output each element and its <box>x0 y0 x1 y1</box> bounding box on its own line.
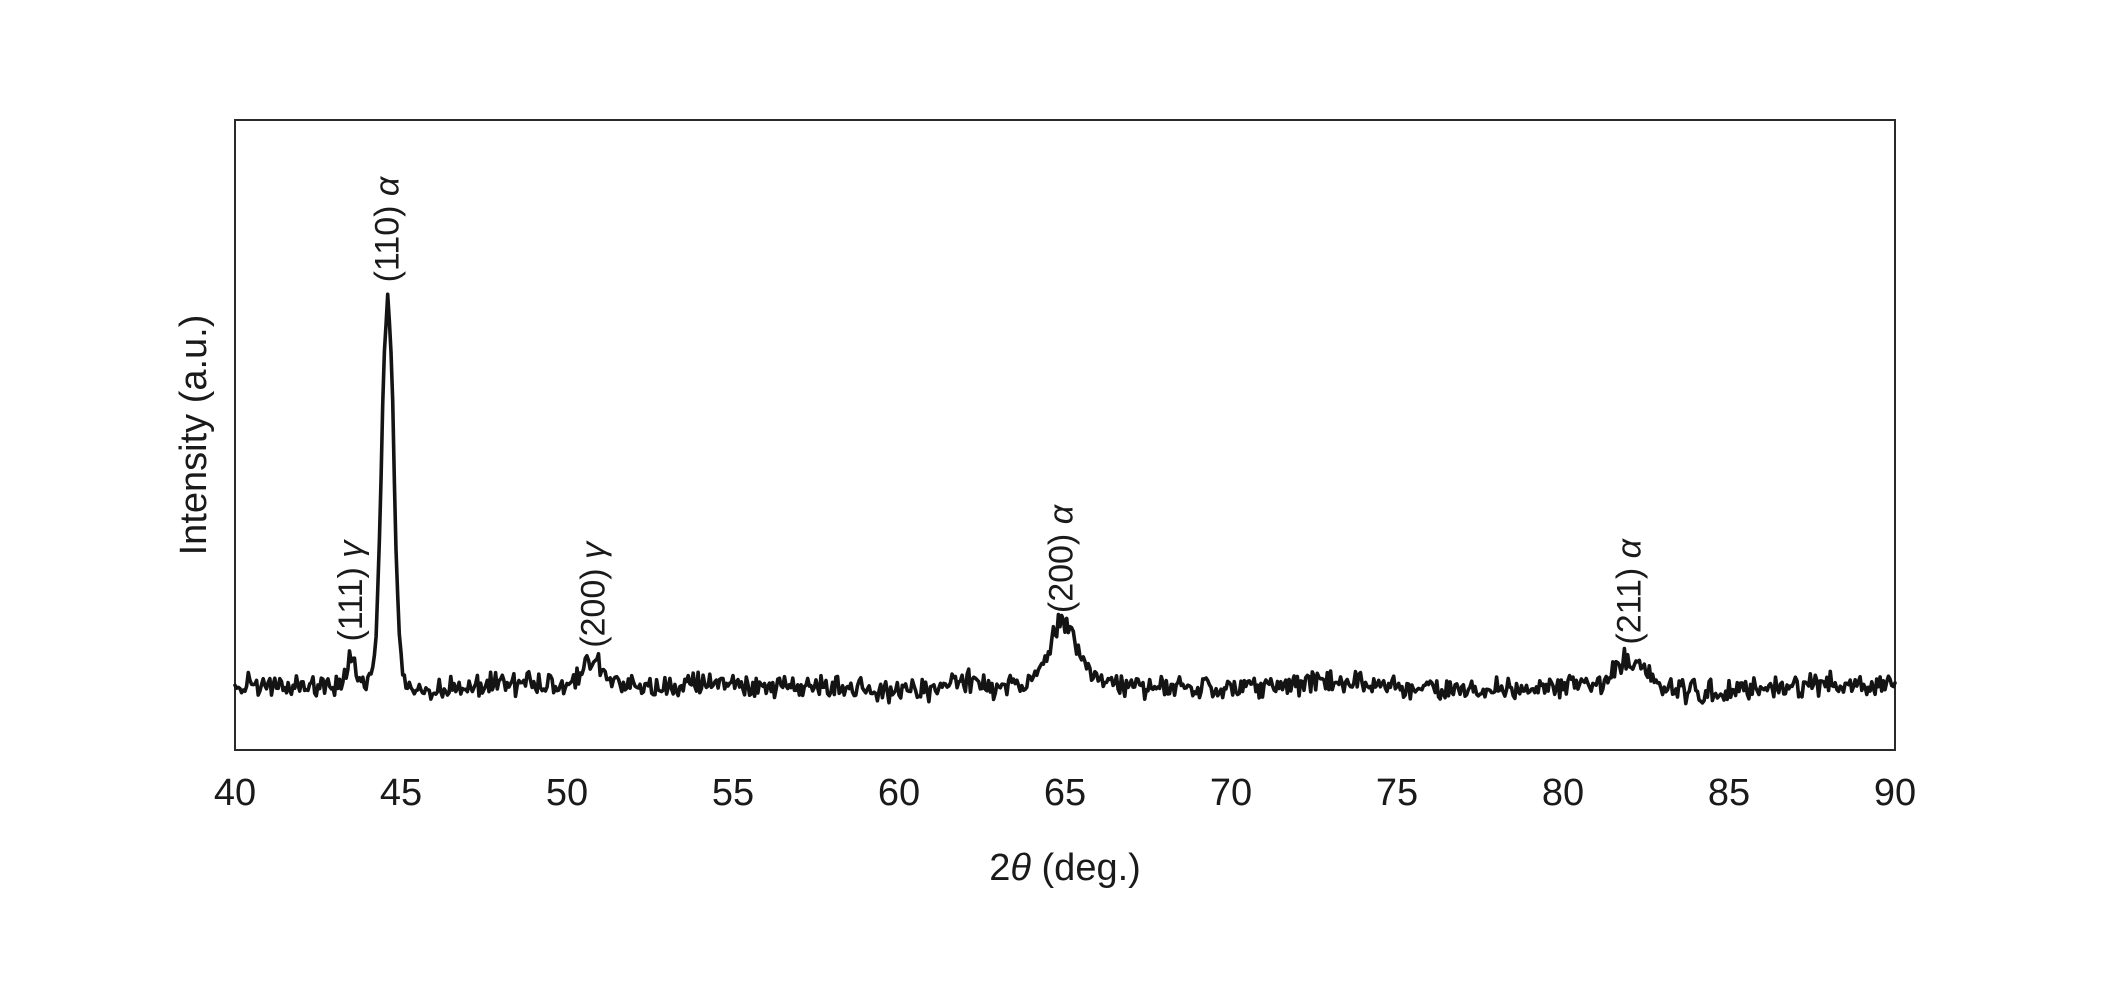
x-axis-label-text: 2θ (deg.) <box>989 847 1141 889</box>
trace-group <box>233 292 1897 706</box>
plot-frame <box>234 119 1896 751</box>
x-tick-label: 60 <box>878 772 920 814</box>
peak-label: (200) α <box>1043 503 1081 613</box>
x-tick-label: 65 <box>1044 772 1086 814</box>
x-tick-label: 55 <box>712 772 754 814</box>
x-tick-label: 75 <box>1376 772 1418 814</box>
peak-label: (200) γ <box>575 540 613 648</box>
peak-label: (110) α <box>369 175 407 282</box>
peak-label: (211) α <box>1610 537 1648 644</box>
peak-label: (111) γ <box>332 539 370 642</box>
y-axis-label: Intensity (a.u.) <box>173 315 215 556</box>
x-tick-label: 85 <box>1708 772 1750 814</box>
x-tick-label: 40 <box>214 772 256 814</box>
x-tick-label: 50 <box>546 772 588 814</box>
peak-annotations: (111) γ (110) α (200) γ (200) α (211) α <box>332 175 1648 648</box>
x-tick-labels: 40 45 50 55 60 65 70 75 80 85 90 <box>214 772 1916 814</box>
x-tick-label: 70 <box>1210 772 1252 814</box>
x-tick-label: 45 <box>380 772 422 814</box>
x-tick-label: 80 <box>1542 772 1584 814</box>
xrd-trace <box>233 292 1897 706</box>
x-tick-label: 90 <box>1874 772 1916 814</box>
x-axis-label: 2θ (deg.) <box>989 847 1141 889</box>
